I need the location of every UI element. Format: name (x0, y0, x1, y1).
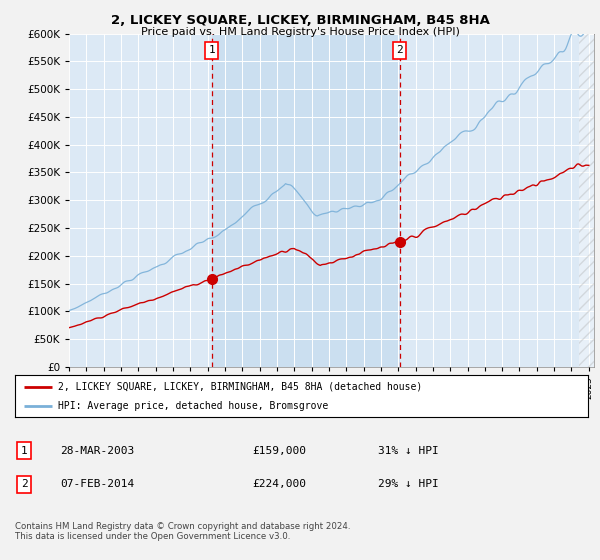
Text: 28-MAR-2003: 28-MAR-2003 (60, 446, 134, 456)
Text: 1: 1 (20, 446, 28, 456)
Text: 2: 2 (20, 479, 28, 489)
Text: Contains HM Land Registry data © Crown copyright and database right 2024.
This d: Contains HM Land Registry data © Crown c… (15, 522, 350, 542)
Text: 2, LICKEY SQUARE, LICKEY, BIRMINGHAM, B45 8HA (detached house): 2, LICKEY SQUARE, LICKEY, BIRMINGHAM, B4… (58, 381, 422, 391)
Bar (212, 34, 400, 367)
Text: £159,000: £159,000 (252, 446, 306, 456)
Text: 1: 1 (208, 45, 215, 55)
Text: 2: 2 (397, 45, 403, 55)
Text: £224,000: £224,000 (252, 479, 306, 489)
Text: 29% ↓ HPI: 29% ↓ HPI (378, 479, 439, 489)
Text: 31% ↓ HPI: 31% ↓ HPI (378, 446, 439, 456)
Text: Price paid vs. HM Land Registry's House Price Index (HPI): Price paid vs. HM Land Registry's House … (140, 27, 460, 37)
Bar (579, 22, 596, 367)
Text: HPI: Average price, detached house, Bromsgrove: HPI: Average price, detached house, Brom… (58, 401, 328, 411)
Text: 2, LICKEY SQUARE, LICKEY, BIRMINGHAM, B45 8HA: 2, LICKEY SQUARE, LICKEY, BIRMINGHAM, B4… (110, 14, 490, 27)
Text: 07-FEB-2014: 07-FEB-2014 (60, 479, 134, 489)
